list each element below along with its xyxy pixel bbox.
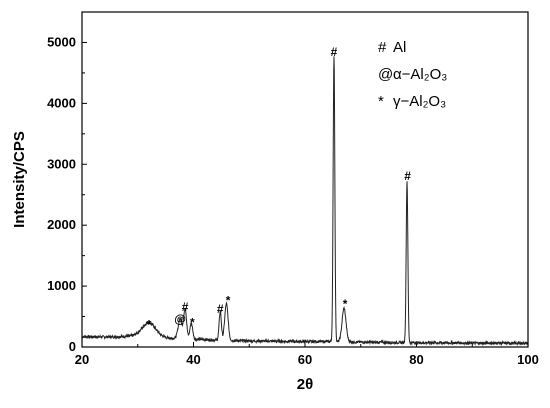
legend: # Al@ α−Al₂O₃ * γ−Al₂O₃ xyxy=(378,39,447,110)
peak-marker: * xyxy=(190,315,195,329)
legend-symbol: @ xyxy=(378,66,393,83)
peak-marker: # xyxy=(182,300,189,314)
peak-annotations: * @#*#*#*# xyxy=(147,45,412,332)
plot-frame xyxy=(81,11,529,348)
peak-marker: * xyxy=(343,297,348,311)
x-tick-label: 20 xyxy=(75,352,89,367)
y-tick-label: 3000 xyxy=(47,156,76,171)
legend-symbol: # xyxy=(378,39,387,56)
legend-label: Al xyxy=(393,39,406,56)
peak-marker: @ xyxy=(174,312,186,326)
peak-marker: # xyxy=(331,45,338,59)
x-tick-label: 60 xyxy=(298,352,312,367)
x-axis-ticks: 20 40 60 80 100 xyxy=(75,342,539,367)
legend-symbol: * xyxy=(378,93,384,110)
y-axis-title: Intensity/CPS xyxy=(11,131,28,228)
y-tick-label: 0 xyxy=(69,339,76,354)
peak-marker: # xyxy=(217,302,224,316)
y-tick-label: 4000 xyxy=(47,95,76,110)
series-line xyxy=(81,56,529,347)
peak-marker: # xyxy=(404,169,411,183)
y-tick-label: 1000 xyxy=(47,278,76,293)
legend-label: γ−Al₂O₃ xyxy=(393,93,446,110)
x-tick-label: 40 xyxy=(186,352,200,367)
y-tick-label: 2000 xyxy=(47,217,76,232)
x-tick-label: 80 xyxy=(409,352,423,367)
x-tick-label: 100 xyxy=(517,352,539,367)
legend-label: α−Al₂O₃ xyxy=(393,66,447,83)
y-tick-label: 5000 xyxy=(47,34,76,49)
x-axis-title: 2θ xyxy=(297,376,313,393)
peak-marker: * xyxy=(147,318,152,332)
y-axis-ticks: 0 1000 2000 3000 4000 5000 xyxy=(47,34,87,354)
peak-marker: * xyxy=(226,293,231,307)
